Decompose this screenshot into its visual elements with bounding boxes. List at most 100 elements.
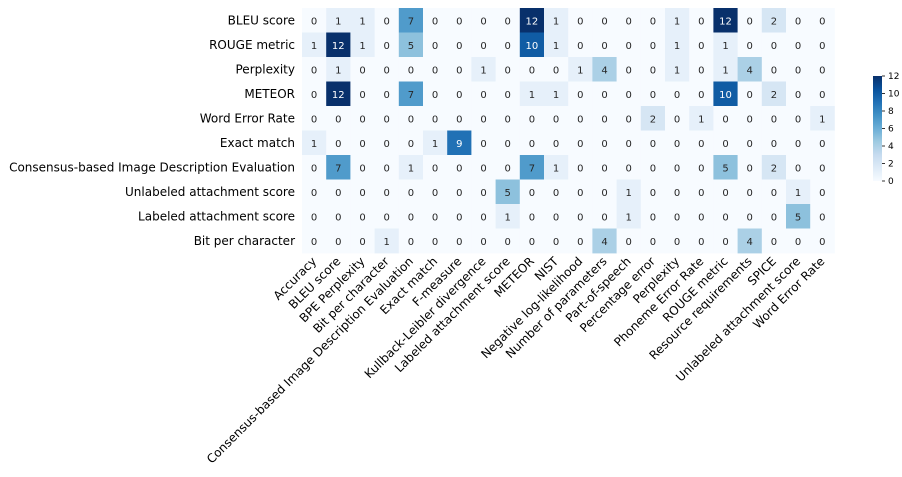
cell-value: 0 — [456, 65, 462, 76]
cell-value: 0 — [650, 16, 656, 27]
heatmap-cell — [592, 228, 617, 254]
cell-value: 0 — [359, 65, 365, 76]
heatmap-cell — [810, 204, 835, 229]
heatmap-cell — [423, 81, 448, 107]
heatmap-cell — [398, 228, 424, 254]
heatmap-cell — [471, 8, 496, 33]
heatmap-cell — [713, 81, 738, 107]
heatmap-cell — [640, 228, 666, 254]
heatmap-cell — [737, 81, 763, 107]
heatmap-cell — [374, 130, 400, 156]
cell-value: 0 — [553, 237, 559, 248]
heatmap-cell — [786, 81, 811, 107]
heatmap-cell — [519, 204, 545, 229]
cell-value: 0 — [819, 65, 825, 76]
cell-value: 0 — [747, 41, 753, 52]
heatmap-cell — [374, 155, 400, 180]
cell-value: 0 — [456, 212, 462, 223]
heatmap-cell — [689, 204, 714, 229]
cell-value: 0 — [650, 212, 656, 223]
heatmap-cell — [810, 228, 835, 254]
heatmap-cell — [519, 57, 545, 82]
cell-value: 0 — [480, 139, 486, 150]
cell-value: 0 — [335, 237, 341, 248]
heatmap-cell — [374, 179, 400, 205]
cell-value: 0 — [384, 114, 390, 125]
heatmap-cell — [665, 228, 690, 254]
cell-value: 0 — [529, 188, 535, 199]
heatmap-cell — [495, 155, 521, 180]
heatmap-cell — [810, 32, 835, 58]
heatmap-cell — [495, 228, 521, 254]
cell-value: 0 — [335, 188, 341, 199]
heatmap-cell — [544, 57, 569, 82]
heatmap-cell — [810, 57, 835, 82]
cell-value: 0 — [650, 65, 656, 76]
cell-value: 0 — [480, 114, 486, 125]
heatmap-cell — [689, 32, 714, 58]
heatmap-cell — [640, 8, 666, 33]
heatmap-cell — [302, 204, 327, 229]
heatmap-cell — [737, 179, 763, 205]
colorbar-tick-label: 6 — [888, 125, 894, 135]
colorbar-tick-label: 10 — [888, 90, 900, 100]
cell-value: 0 — [432, 16, 438, 27]
heatmap-cell — [326, 155, 351, 180]
heatmap-cell — [640, 32, 666, 58]
heatmap-cell — [786, 57, 811, 82]
cell-value: 0 — [795, 16, 801, 27]
cell-value: 0 — [626, 90, 632, 101]
cell-value: 0 — [577, 212, 583, 223]
row-label: Bit per character — [194, 234, 295, 248]
cell-value: 7 — [335, 163, 341, 174]
cell-value: 0 — [480, 237, 486, 248]
cell-value: 2 — [771, 16, 777, 27]
cell-value: 5 — [505, 188, 511, 199]
heatmap-cell — [302, 179, 327, 205]
heatmap-cell — [689, 106, 714, 131]
heatmap-cell — [519, 130, 545, 156]
cell-value: 0 — [480, 212, 486, 223]
cell-value: 0 — [601, 163, 607, 174]
heatmap-cell — [326, 81, 351, 107]
cell-value: 12 — [719, 16, 732, 27]
cell-value: 0 — [335, 114, 341, 125]
cell-value: 1 — [553, 41, 559, 52]
heatmap-cell — [665, 106, 690, 131]
row-label: ROUGE metric — [209, 38, 295, 52]
cell-value: 0 — [311, 188, 317, 199]
heatmap-cell — [665, 155, 690, 180]
heatmap-cell — [713, 155, 738, 180]
heatmap-cell — [713, 179, 738, 205]
heatmap-cell — [689, 179, 714, 205]
cell-value: 0 — [747, 114, 753, 125]
heatmap-cell — [519, 106, 545, 131]
cell-value: 0 — [432, 114, 438, 125]
cell-value: 0 — [650, 188, 656, 199]
row-label: Exact match — [220, 136, 295, 150]
cell-value: 0 — [384, 41, 390, 52]
colorbar-ticks: 0 2 4 6 8 10 12 — [882, 72, 900, 187]
cell-value: 0 — [674, 237, 680, 248]
heatmap-cell — [737, 106, 763, 131]
cell-value: 1 — [674, 41, 680, 52]
heatmap-cell — [592, 130, 617, 156]
cell-value: 0 — [819, 139, 825, 150]
cell-value: 0 — [432, 188, 438, 199]
heatmap-cell — [302, 130, 327, 156]
heatmap-cell — [398, 32, 424, 58]
heatmap-cell — [737, 228, 763, 254]
colorbar: 0 2 4 6 8 10 12 — [873, 72, 900, 187]
heatmap-cell — [302, 106, 327, 131]
cell-value: 1 — [674, 65, 680, 76]
heatmap-cell — [665, 179, 690, 205]
heatmap-cell — [495, 204, 521, 229]
heatmap-cell — [350, 130, 375, 156]
heatmap-cell — [761, 204, 787, 229]
cell-value: 12 — [526, 16, 539, 27]
cell-value: 0 — [747, 16, 753, 27]
cell-value: 4 — [747, 237, 753, 248]
cell-value: 0 — [674, 90, 680, 101]
heatmap-cell — [737, 204, 763, 229]
cell-value: 0 — [771, 212, 777, 223]
